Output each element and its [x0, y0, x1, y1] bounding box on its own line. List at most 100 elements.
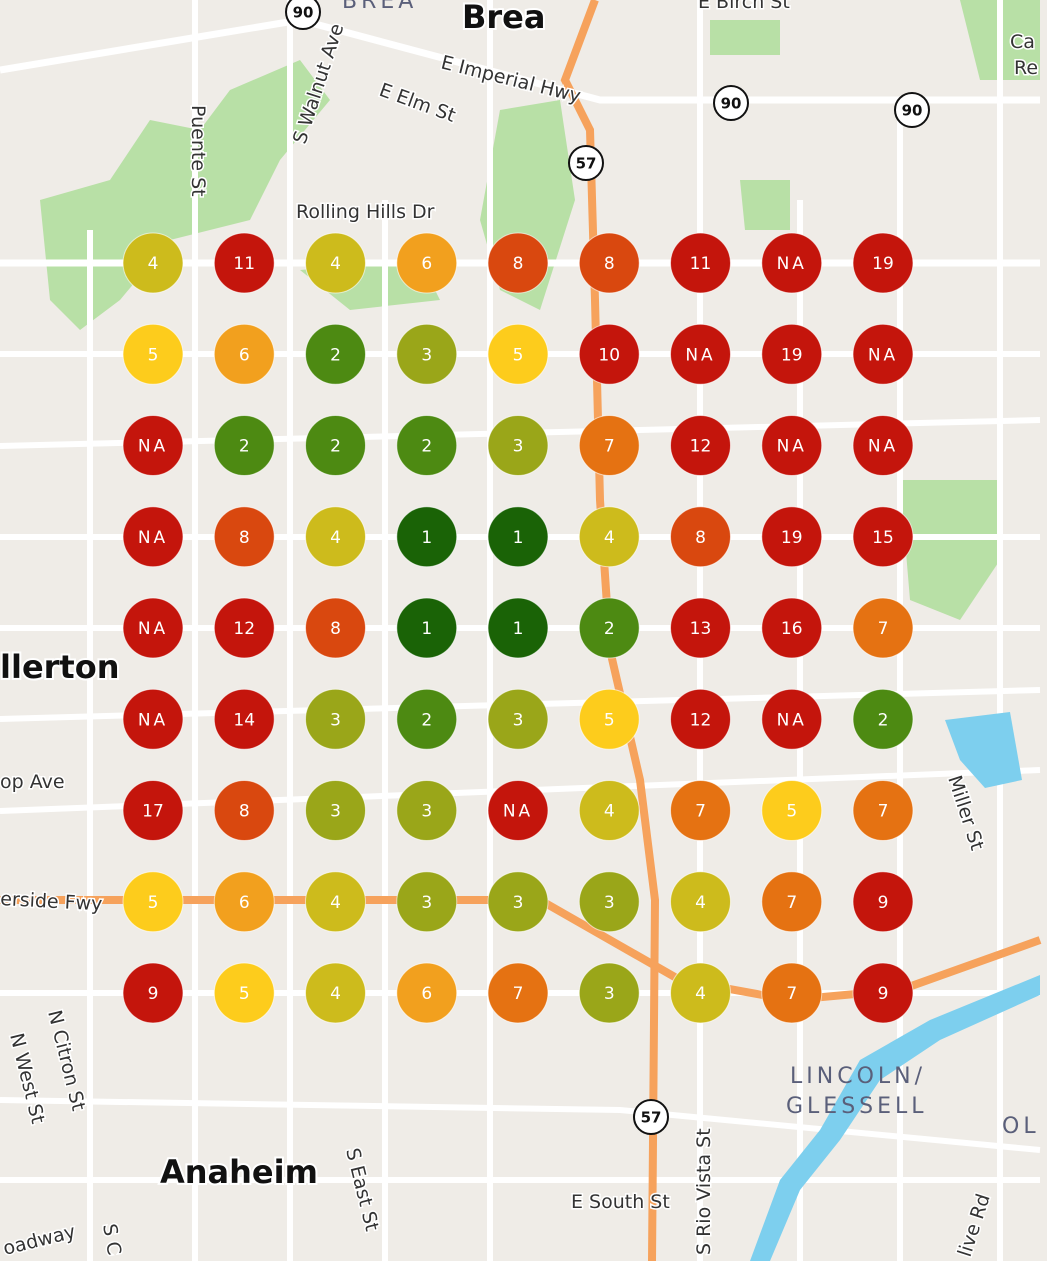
grid-cell: 7 — [852, 597, 914, 659]
place-label: BREA — [342, 0, 417, 14]
cell-value: 2 — [878, 710, 889, 730]
cell-marker — [396, 232, 458, 294]
grid-cell: 3 — [578, 962, 640, 1024]
cell-marker — [670, 780, 731, 841]
shield: 57 — [633, 1099, 669, 1135]
cell-marker — [670, 962, 731, 1024]
cell-marker — [578, 962, 640, 1024]
grid-cell: 19 — [761, 506, 823, 568]
grid-cell: 8 — [670, 506, 731, 568]
grid-cell: 13 — [670, 597, 731, 659]
cell-value: 8 — [239, 802, 250, 822]
cell-marker — [487, 597, 549, 659]
cell-marker — [122, 232, 184, 294]
shield-label: 57 — [576, 155, 597, 173]
cell-marker — [852, 415, 914, 476]
cell-marker — [578, 232, 640, 294]
grid-cell: 9 — [852, 962, 914, 1024]
cell-value: 5 — [239, 984, 250, 1004]
cell-value: 14 — [233, 710, 255, 730]
cell-value: 7 — [604, 437, 615, 457]
grid-cell: 17 — [122, 780, 184, 841]
grid-cell: 4 — [670, 871, 731, 933]
shield: 90 — [894, 92, 930, 128]
cell-marker — [578, 871, 640, 933]
cell-value: 2 — [330, 345, 341, 365]
street-label: Puente St — [187, 105, 209, 197]
cell-marker — [487, 688, 549, 750]
place-label: Anaheim — [160, 1153, 318, 1191]
grid-cell: 4 — [670, 962, 731, 1024]
cell-value: 5 — [513, 345, 524, 365]
cell-marker — [487, 323, 549, 385]
cell-value: NA — [138, 710, 168, 730]
grid-cell: 7 — [487, 962, 549, 1024]
cell-marker — [670, 688, 731, 750]
place-label: LINCOLN/ — [790, 1064, 926, 1089]
grid-cell: 8 — [578, 232, 640, 294]
grid-cell: NA — [122, 415, 184, 476]
cell-value: NA — [777, 710, 807, 730]
cell-value: 3 — [421, 802, 432, 822]
cell-marker — [213, 688, 275, 750]
cell-value: 6 — [239, 345, 250, 365]
cell-value: 4 — [604, 528, 615, 548]
cell-value: NA — [138, 528, 168, 548]
place-label: Brea — [462, 0, 545, 36]
cell-value: 4 — [695, 984, 706, 1004]
cell-marker — [122, 688, 184, 750]
grid-cell: 6 — [213, 323, 275, 385]
cell-value: 2 — [604, 619, 615, 639]
cell-value: 4 — [330, 893, 341, 913]
grid-cell: 2 — [305, 415, 366, 476]
cell-marker — [487, 415, 549, 476]
cell-value: 17 — [142, 802, 164, 822]
cell-marker — [122, 780, 184, 841]
grid-cell: 2 — [852, 688, 914, 750]
shield-label: 90 — [721, 95, 742, 113]
cell-value: 15 — [872, 528, 894, 548]
cell-marker — [396, 688, 458, 750]
cell-marker — [761, 232, 823, 294]
cell-marker — [852, 871, 914, 933]
cell-value: NA — [777, 437, 807, 457]
cell-marker — [761, 597, 823, 659]
cell-value: 6 — [239, 893, 250, 913]
grid-cell: 3 — [396, 780, 458, 841]
grid-cell: 6 — [213, 871, 275, 933]
cell-value: 1 — [513, 619, 524, 639]
grid-cell: NA — [670, 323, 731, 385]
grid-cell: 16 — [761, 597, 823, 659]
cell-marker — [761, 506, 823, 568]
cell-marker — [487, 232, 549, 294]
cell-value: 7 — [786, 893, 797, 913]
cell-marker — [852, 323, 914, 385]
cell-marker — [761, 780, 823, 841]
cell-marker — [122, 506, 184, 568]
cell-marker — [122, 871, 184, 933]
cell-value: 7 — [695, 802, 706, 822]
cell-marker — [761, 415, 823, 476]
cell-marker — [852, 597, 914, 659]
grid-cell: 8 — [305, 597, 366, 659]
cell-value: 11 — [233, 254, 255, 274]
cell-value: NA — [685, 345, 715, 365]
cell-value: 1 — [513, 528, 524, 548]
grid-cell: 7 — [670, 780, 731, 841]
grid-cell: 8 — [213, 780, 275, 841]
shield-label: 57 — [641, 1109, 662, 1127]
cell-value: 3 — [421, 345, 432, 365]
grid-cell: NA — [122, 597, 184, 659]
cell-value: 3 — [604, 893, 615, 913]
cell-marker — [852, 232, 914, 294]
cell-marker — [487, 780, 549, 841]
cell-marker — [578, 506, 640, 568]
cell-value: 7 — [786, 984, 797, 1004]
cell-value: 7 — [513, 984, 524, 1004]
place-label: GLESSELL — [786, 1094, 928, 1119]
cell-value: 7 — [878, 619, 889, 639]
cell-value: 10 — [598, 345, 620, 365]
grid-cell: 3 — [305, 780, 366, 841]
grid-cell: 3 — [396, 323, 458, 385]
